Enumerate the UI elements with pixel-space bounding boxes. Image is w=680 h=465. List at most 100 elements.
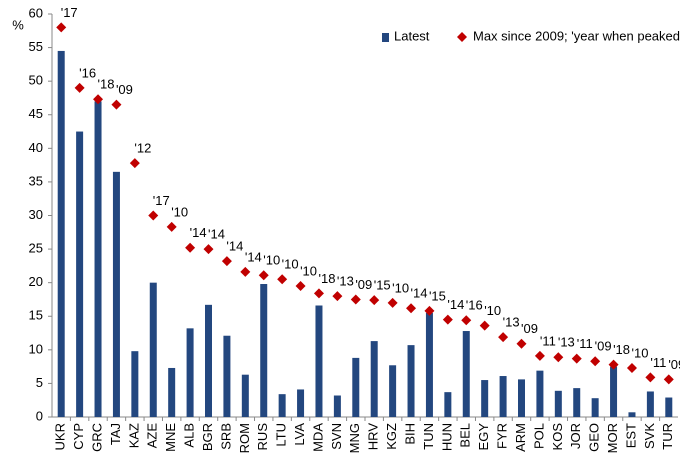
x-tick-label: AZE <box>145 423 160 449</box>
year-label: '09 <box>116 82 133 97</box>
max-marker <box>166 221 177 232</box>
y-tick-label: 15 <box>29 308 43 323</box>
max-marker <box>203 244 214 255</box>
bar <box>278 394 286 417</box>
year-label: '10 <box>631 345 648 360</box>
max-marker <box>74 82 85 93</box>
bar <box>168 367 176 417</box>
legend-label: Max since 2009; 'year when peaked <box>473 28 680 43</box>
bar <box>260 284 268 417</box>
max-marker <box>498 332 509 343</box>
bar <box>610 366 618 417</box>
y-tick-label: 30 <box>29 207 43 222</box>
year-label: '09 <box>595 339 612 354</box>
bar <box>425 312 433 417</box>
legend-swatch <box>382 33 389 42</box>
bar <box>205 304 212 417</box>
x-tick-label: LVA <box>292 423 307 446</box>
year-label: '13 <box>503 315 520 330</box>
x-tick-label: KAZ <box>126 423 141 448</box>
x-tick-label: MDA <box>310 423 325 452</box>
x-tick-label: ARM <box>513 423 528 452</box>
y-tick-label: 5 <box>36 375 43 390</box>
year-label: '12 <box>134 141 151 156</box>
y-tick-label: 10 <box>29 341 43 356</box>
x-tick-label: GEO <box>587 423 602 452</box>
x-tick-label: FYR <box>495 423 510 449</box>
bar <box>407 345 415 417</box>
bar <box>333 395 341 417</box>
max-marker <box>387 297 398 308</box>
max-marker <box>313 288 324 299</box>
max-marker <box>534 350 545 361</box>
max-marker <box>350 294 361 305</box>
max-marker <box>516 338 527 349</box>
max-marker <box>442 314 453 325</box>
year-label: '09 <box>668 357 680 372</box>
year-label: '09 <box>521 321 538 336</box>
x-tick-label: TAJ <box>108 423 123 445</box>
y-tick-label: 0 <box>36 408 43 423</box>
x-tick-label: GRC <box>89 423 104 452</box>
bar <box>646 391 654 417</box>
year-label: '16 <box>79 65 96 80</box>
x-tick-label: RUS <box>255 423 270 451</box>
max-marker <box>258 270 269 281</box>
max-marker <box>240 266 251 277</box>
max-marker <box>608 359 619 370</box>
max-marker <box>185 242 196 253</box>
x-tick-label: TUN <box>421 423 436 450</box>
bar <box>297 389 305 417</box>
max-marker <box>221 256 232 267</box>
x-tick-label: TUR <box>660 423 675 450</box>
bar <box>94 101 102 418</box>
bar <box>241 374 249 417</box>
year-label: '10 <box>171 204 188 219</box>
x-tick-label: SRB <box>218 423 233 450</box>
year-label: '14 <box>208 227 225 242</box>
year-label: '18 <box>613 342 630 357</box>
year-label: '11 <box>540 333 556 348</box>
x-tick-label: BEL <box>458 423 473 448</box>
x-tick-label: MNE <box>163 423 178 452</box>
year-label: '10 <box>263 253 280 268</box>
bar <box>186 328 194 417</box>
max-marker <box>645 372 656 383</box>
year-label: '14 <box>226 239 243 254</box>
year-label: '16 <box>466 298 483 313</box>
bar <box>462 331 470 417</box>
bar <box>628 412 636 417</box>
max-marker <box>663 374 674 385</box>
y-tick-label: 35 <box>29 173 43 188</box>
bar <box>536 370 544 417</box>
year-label: '15 <box>429 288 446 303</box>
max-marker <box>553 352 564 363</box>
bar <box>518 379 525 417</box>
max-marker <box>590 356 601 367</box>
year-label: '17 <box>153 193 170 208</box>
bar <box>499 376 507 417</box>
max-marker <box>148 210 159 221</box>
max-marker <box>295 281 306 292</box>
x-tick-label: HUN <box>439 423 454 451</box>
bar <box>591 398 599 417</box>
x-tick-label: SVK <box>642 423 657 449</box>
max-marker <box>332 291 343 302</box>
y-tick-label: 40 <box>29 140 43 155</box>
max-marker <box>129 158 140 169</box>
max-marker <box>479 320 490 331</box>
max-marker <box>461 315 472 326</box>
y-tick-label: 55 <box>29 39 43 54</box>
max-marker <box>277 274 288 285</box>
x-tick-label: ALB <box>182 423 197 448</box>
year-label: '14 <box>190 225 207 240</box>
year-label: '11 <box>650 355 666 370</box>
bar <box>315 305 323 417</box>
legend-label: Latest <box>394 28 430 43</box>
y-tick-label: 25 <box>29 241 43 256</box>
year-label: '13 <box>337 274 354 289</box>
y-tick-label: 50 <box>29 73 43 88</box>
x-tick-label: EGY <box>476 423 491 451</box>
y-tick-label: 60 <box>29 5 43 20</box>
x-tick-label: MOR <box>605 423 620 453</box>
